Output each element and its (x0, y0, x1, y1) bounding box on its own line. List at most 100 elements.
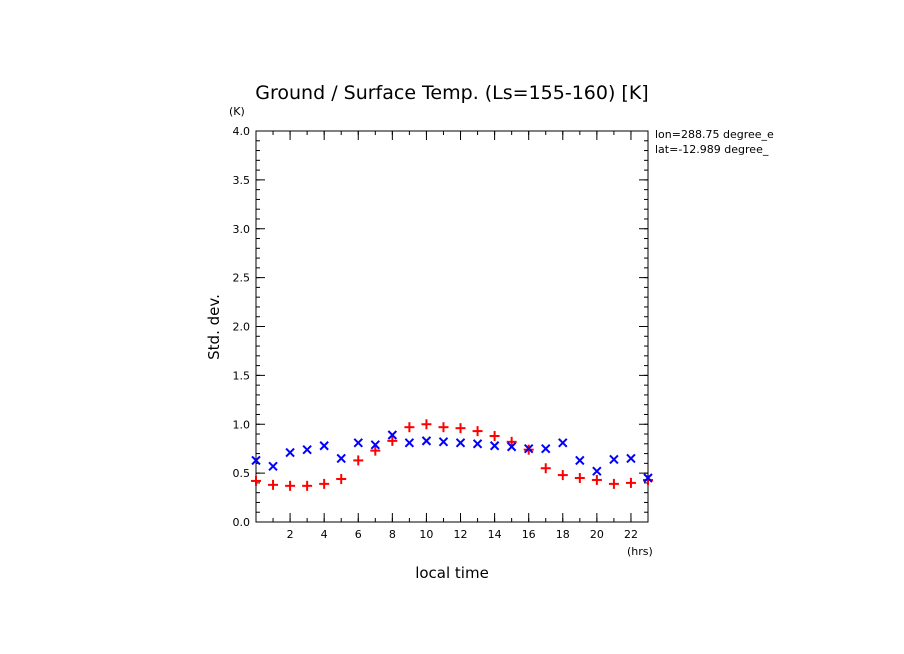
plus-point (302, 480, 313, 491)
cross-stroke (592, 466, 602, 476)
cross-stroke (541, 443, 551, 454)
plus-point (455, 423, 466, 434)
plus-point (319, 478, 330, 489)
cross-stroke (268, 461, 278, 471)
plus-point (268, 479, 279, 490)
cross-stroke (558, 438, 568, 448)
plus-point (421, 419, 432, 430)
cross-point (336, 453, 346, 464)
plus-point (404, 422, 415, 433)
annotation-lon: lon=288.75 degree_e (655, 128, 774, 141)
cross-point (404, 438, 415, 448)
cross-point (421, 436, 432, 446)
cross-stroke (319, 441, 329, 451)
y-tick-label: 1.0 (233, 418, 251, 431)
y-axis-label: Std. dev. (205, 294, 223, 360)
y-tick-label: 0.5 (233, 467, 251, 480)
cross-stroke (421, 436, 432, 446)
plus-point (643, 474, 653, 485)
cross-stroke (643, 473, 653, 483)
cross-stroke (523, 443, 534, 454)
cross-stroke (404, 438, 415, 448)
plus-point (251, 475, 261, 486)
cross-stroke (251, 455, 261, 466)
cross-point (353, 438, 363, 448)
plus-point (591, 474, 602, 485)
cross-stroke (353, 438, 363, 448)
y-axis-unit: (K) (229, 105, 245, 118)
cross-stroke (626, 453, 636, 464)
plus-point (557, 470, 568, 481)
x-tick-label: 2 (287, 528, 294, 541)
cross-point (302, 444, 312, 455)
x-tick-label: 14 (488, 528, 502, 541)
plus-point (574, 473, 585, 484)
x-tick-label: 4 (321, 528, 328, 541)
cross-stroke (438, 437, 449, 447)
cross-point (438, 437, 449, 447)
y-tick-label: 0.0 (233, 516, 251, 529)
cross-stroke (455, 438, 466, 448)
x-axis-label: local time (415, 564, 489, 582)
plot-area (255, 130, 649, 523)
chart-title: Ground / Surface Temp. (Ls=155-160) [K] (255, 82, 648, 104)
cross-point (370, 440, 381, 450)
plus-point (353, 455, 364, 466)
x-tick-label: 22 (624, 528, 638, 541)
plus-point (625, 477, 636, 488)
cross-point (472, 439, 483, 449)
plus-point (540, 463, 551, 474)
plus-point (387, 435, 398, 446)
y-tick-label: 2.0 (233, 321, 251, 334)
x-tick-label: 10 (419, 528, 433, 541)
cross-stroke (575, 455, 585, 466)
cross-point (455, 438, 466, 448)
cross-point (251, 455, 261, 466)
cross-point (387, 430, 398, 440)
x-tick-label: 6 (355, 528, 362, 541)
cross-point (285, 447, 295, 458)
cross-stroke (387, 430, 398, 440)
cross-stroke (506, 442, 517, 452)
plus-point (489, 430, 500, 441)
cross-point (592, 466, 602, 476)
x-tick-label: 20 (590, 528, 604, 541)
plus-point (506, 436, 517, 447)
cross-point (506, 442, 517, 452)
plus-point (336, 473, 347, 484)
x-tick-label: 16 (522, 528, 536, 541)
cross-point (541, 443, 551, 454)
cross-stroke (285, 447, 295, 458)
plus-point (285, 480, 296, 491)
cross-point (575, 455, 585, 466)
cross-point (626, 453, 636, 464)
cross-point (643, 473, 653, 483)
cross-stroke (302, 444, 312, 455)
cross-point (558, 438, 568, 448)
y-tick-label: 4.0 (233, 125, 251, 138)
y-tick-label: 3.5 (233, 174, 251, 187)
data-marks (251, 419, 653, 491)
axis-ticks: 2 4 6 8 10 12 14 16 18 20 22 0.0 0.5 1.0 1.5 2.0 2.5 3.0 3… (233, 125, 649, 541)
plus-point (608, 478, 619, 489)
plus-point (370, 445, 381, 456)
y-tick-label: 2.5 (233, 272, 251, 285)
x-tick-label: 12 (454, 528, 468, 541)
cross-stroke (609, 454, 619, 465)
cross-stroke (489, 441, 500, 451)
plus-point (472, 426, 483, 437)
annotation-lat: lat=-12.989 degree_ (655, 143, 769, 156)
cross-point (609, 454, 619, 465)
x-tick-label: 18 (556, 528, 570, 541)
plus-point (438, 422, 449, 433)
cross-stroke (336, 453, 346, 464)
cross-point (523, 443, 534, 454)
x-tick-label: 8 (389, 528, 396, 541)
x-axis-unit: (hrs) (627, 545, 653, 558)
cross-point (319, 441, 329, 451)
cross-stroke (370, 440, 381, 450)
cross-point (268, 461, 278, 471)
y-tick-label: 1.5 (233, 369, 251, 382)
y-tick-label: 3.0 (233, 223, 251, 236)
